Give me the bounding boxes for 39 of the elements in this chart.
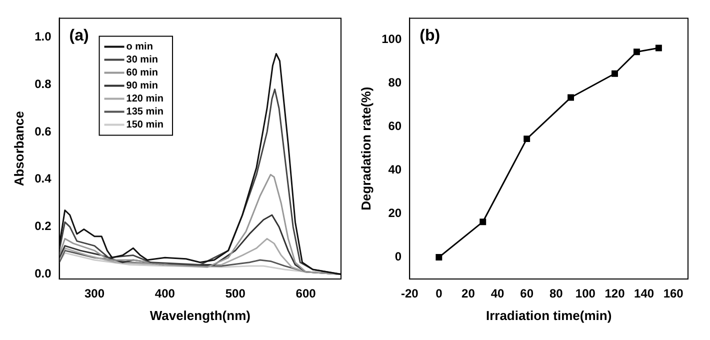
x-tick-label: -20 [400,286,419,301]
x-axis-title: Irradiation time(min) [486,308,612,323]
x-tick-label: 0 [436,286,443,301]
y-tick-label: 0.8 [34,76,52,91]
x-tick-label: 160 [663,286,684,301]
legend-label: 60 min [126,67,158,78]
x-tick-label: 80 [549,286,564,301]
x-tick-label: 140 [634,286,654,301]
legend-label: 135 min [126,106,164,118]
legend-label: o min [126,41,153,52]
y-axis-title: Absorbance [11,111,26,186]
annotation: (b) [420,28,440,45]
x-tick-label: 500 [225,286,246,301]
x-tick-label: 20 [462,286,476,301]
x-tick-label: 100 [575,286,596,301]
y-tick-label: 0.6 [34,124,52,138]
y-axis-title: Degradation rate(%) [358,86,374,210]
y-tick-label: 40 [388,162,402,177]
x-tick-label: 40 [490,286,505,301]
legend-label: 120 min [126,93,164,104]
x-axis-title: Wavelength(nm) [150,308,250,323]
legend-label: 150 min [126,119,164,130]
y-tick-label: 0.2 [34,219,52,234]
x-tick-label: 120 [604,286,626,301]
x-tick-label: 300 [84,286,105,301]
y-tick-label: 0.4 [34,172,52,186]
y-tick-label: 20 [388,206,402,220]
y-tick-label: 80 [388,76,402,90]
x-tick-label: 60 [520,286,534,301]
y-tick-label: 0 [394,250,402,264]
x-tick-label: 400 [154,286,176,301]
y-tick-label: 0.0 [34,266,52,281]
y-tick-label: 1.0 [34,29,52,44]
y-tick-label: 60 [388,119,402,134]
x-tick-label: 600 [296,286,316,301]
annotation: (a) [69,28,89,45]
legend-label: 30 min [126,54,158,66]
y-tick-label: 100 [382,32,402,46]
legend-label: 90 min [126,80,158,92]
